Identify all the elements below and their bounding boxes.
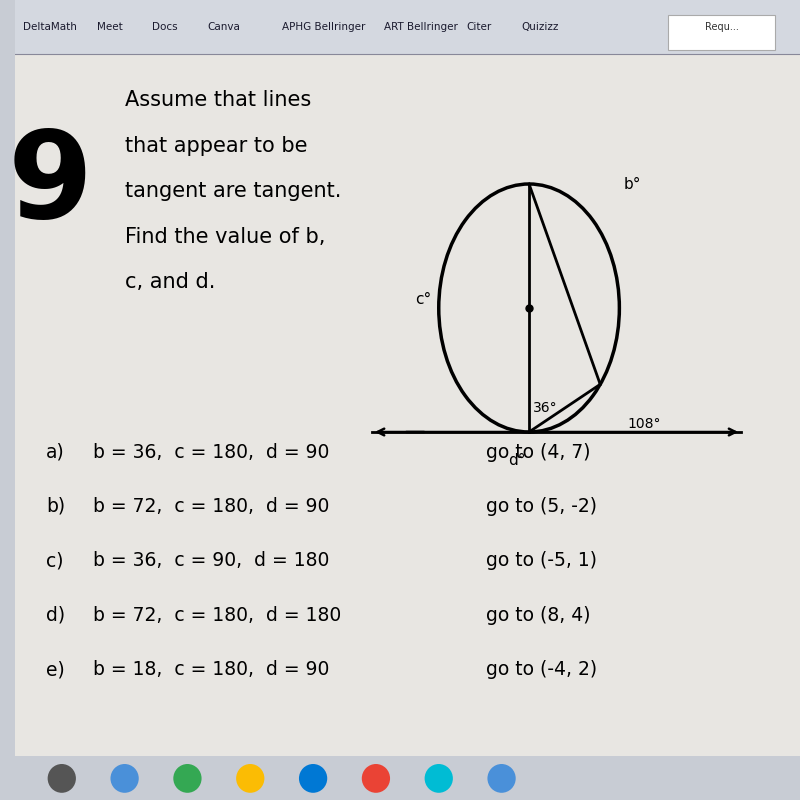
Circle shape	[362, 764, 390, 793]
Text: Citer: Citer	[466, 22, 491, 32]
Text: b = 36,  c = 90,  d = 180: b = 36, c = 90, d = 180	[93, 551, 330, 570]
Circle shape	[487, 764, 516, 793]
Text: go to (-4, 2): go to (-4, 2)	[486, 660, 597, 679]
Text: b = 72,  c = 180,  d = 180: b = 72, c = 180, d = 180	[93, 606, 342, 625]
Text: b°: b°	[623, 177, 641, 192]
Text: DeltaMath: DeltaMath	[22, 22, 76, 32]
Text: Docs: Docs	[152, 22, 178, 32]
Circle shape	[110, 764, 138, 793]
Text: b): b)	[46, 497, 66, 516]
Text: Quizizz: Quizizz	[522, 22, 558, 32]
Text: d): d)	[46, 606, 66, 625]
FancyBboxPatch shape	[668, 15, 775, 50]
Text: Meet: Meet	[97, 22, 123, 32]
Circle shape	[299, 764, 327, 793]
Text: 36°: 36°	[533, 401, 558, 415]
FancyBboxPatch shape	[14, 54, 800, 756]
Circle shape	[425, 764, 453, 793]
Circle shape	[174, 764, 202, 793]
Text: c): c)	[46, 551, 63, 570]
Text: ART Bellringer: ART Bellringer	[384, 22, 458, 32]
Text: go to (5, -2): go to (5, -2)	[486, 497, 597, 516]
Text: b = 36,  c = 180,  d = 90: b = 36, c = 180, d = 90	[93, 442, 330, 462]
Text: Assume that lines: Assume that lines	[125, 90, 311, 110]
Text: c°: c°	[415, 293, 431, 307]
Text: e): e)	[46, 660, 65, 679]
Text: that appear to be: that appear to be	[125, 135, 307, 155]
Text: APHG Bellringer: APHG Bellringer	[282, 22, 365, 32]
Text: Find the value of b,: Find the value of b,	[125, 227, 325, 247]
Text: a): a)	[46, 442, 65, 462]
FancyBboxPatch shape	[14, 0, 800, 54]
Circle shape	[236, 764, 264, 793]
Text: c, and d.: c, and d.	[125, 272, 215, 292]
Text: Canva: Canva	[207, 22, 240, 32]
Text: b = 72,  c = 180,  d = 90: b = 72, c = 180, d = 90	[93, 497, 330, 516]
Text: d°: d°	[509, 453, 526, 467]
FancyBboxPatch shape	[14, 756, 800, 800]
Text: Requ...: Requ...	[705, 22, 738, 32]
Text: tangent are tangent.: tangent are tangent.	[125, 182, 341, 202]
Text: 9: 9	[7, 126, 93, 242]
Text: 108°: 108°	[627, 417, 661, 431]
Text: b = 18,  c = 180,  d = 90: b = 18, c = 180, d = 90	[93, 660, 330, 679]
Text: go to (4, 7): go to (4, 7)	[486, 442, 590, 462]
Circle shape	[48, 764, 76, 793]
Text: go to (8, 4): go to (8, 4)	[486, 606, 590, 625]
Text: go to (-5, 1): go to (-5, 1)	[486, 551, 597, 570]
